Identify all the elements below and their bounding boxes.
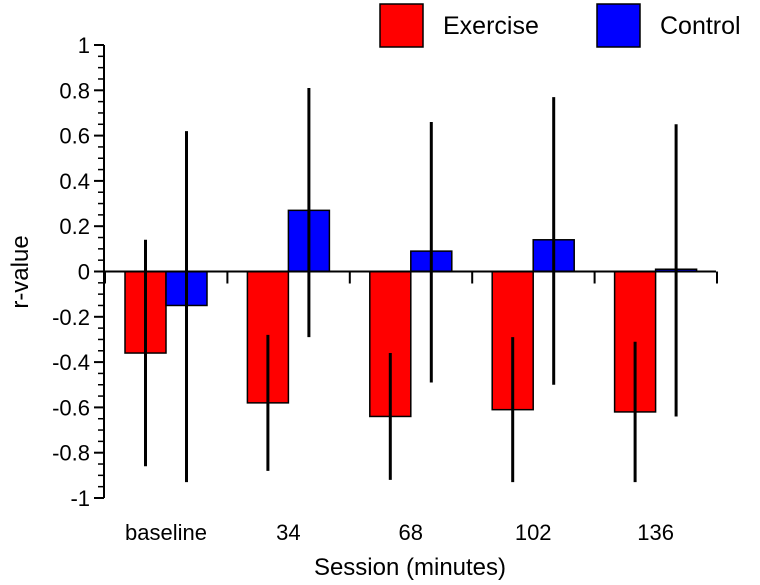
legend-swatch-exercise bbox=[379, 3, 424, 48]
y-tick-label: -0.6 bbox=[52, 395, 90, 420]
legend-label-exercise: Exercise bbox=[443, 12, 539, 40]
x-tick-label: 34 bbox=[276, 520, 300, 545]
y-tick-label: -0.8 bbox=[52, 441, 90, 466]
x-tick-label: baseline bbox=[125, 520, 207, 545]
x-axis: baseline 34 68 102 136 bbox=[104, 270, 718, 545]
y-tick-label: 0.6 bbox=[59, 124, 90, 149]
y-tick-label: 0 bbox=[78, 260, 90, 285]
error-bars bbox=[144, 88, 678, 483]
legend-swatch-control bbox=[596, 3, 641, 48]
y-tick-label: -1 bbox=[70, 486, 90, 511]
legend: Exercise Control bbox=[379, 3, 741, 48]
y-tick-label: 1 bbox=[78, 33, 90, 58]
x-tick-label: 102 bbox=[515, 520, 552, 545]
x-tick-label: 68 bbox=[399, 520, 423, 545]
y-axis-title: r-value bbox=[7, 235, 34, 308]
y-tick-label: 0.8 bbox=[59, 78, 90, 103]
x-tick-label: 136 bbox=[637, 520, 674, 545]
y-tick-label: -0.4 bbox=[52, 350, 90, 375]
y-axis: 1 0.8 0.6 0.4 0.2 0 -0.2 -0.4 -0.6 -0.8 -1 bbox=[52, 33, 105, 511]
y-tick-label: -0.2 bbox=[52, 305, 90, 330]
x-axis-title: Session (minutes) bbox=[314, 554, 506, 581]
y-tick-label: 0.4 bbox=[59, 169, 90, 194]
legend-label-control: Control bbox=[660, 12, 741, 40]
bars bbox=[124, 209, 698, 418]
y-tick-label: 0.2 bbox=[59, 214, 90, 239]
